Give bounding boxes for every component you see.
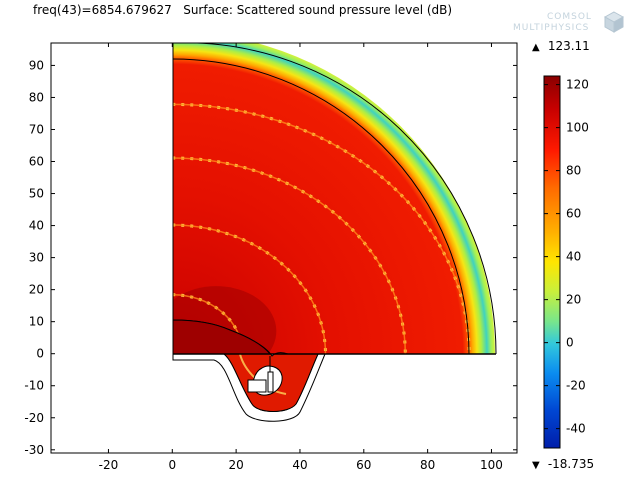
plot-area xyxy=(172,43,497,422)
scatterer-dark-core xyxy=(172,319,272,355)
cavity-inner-box xyxy=(247,379,267,393)
y-tick-label: -10 xyxy=(24,379,44,393)
colorbar-tick-label: -40 xyxy=(566,422,586,436)
logo-line-1: COMSOL xyxy=(547,12,592,22)
colorbar-min-label: -18.735 xyxy=(547,457,595,471)
triangle-up-icon: ▲ xyxy=(532,42,540,53)
y-tick-label: 60 xyxy=(29,155,44,169)
colorbar-max: ▲ 123.11 xyxy=(532,39,590,53)
x-tick-label: 60 xyxy=(356,458,371,472)
y-tick-label: 20 xyxy=(29,283,44,297)
colorbar-tick-label: 120 xyxy=(566,78,589,92)
comsol-logo: COMSOL MULTIPHYSICS xyxy=(509,11,624,37)
triangle-down-icon: ▼ xyxy=(532,460,540,471)
x-tick-label: 80 xyxy=(420,458,435,472)
bright-ring-core xyxy=(173,224,327,354)
y-tick-label: 50 xyxy=(29,187,44,201)
colorbar-tick-label: 40 xyxy=(566,250,581,264)
colorbar-ticks: 120 100 80 60 40 20 0 -20 -40 xyxy=(544,78,589,436)
colorbar-min: ▼ -18.735 xyxy=(532,457,594,471)
colorbar-tick-label: 100 xyxy=(566,121,589,135)
x-tick-label: 0 xyxy=(168,458,176,472)
y-tick-label: 70 xyxy=(29,122,44,136)
x-tick-label: 40 xyxy=(292,458,307,472)
y-tick-label: 80 xyxy=(29,90,44,104)
y-tick-label: 0 xyxy=(36,347,44,361)
y-tick-label: 40 xyxy=(29,219,44,233)
x-tick-label: 20 xyxy=(228,458,243,472)
colorbar-tick-label: 0 xyxy=(566,336,574,350)
y-axis: -30 -20 -10 0 10 20 30 40 50 60 70 80 90 xyxy=(24,58,517,457)
y-tick-label: 30 xyxy=(29,251,44,265)
colorbar-tick-label: 60 xyxy=(566,207,581,221)
colorbar-tick-label: 20 xyxy=(566,293,581,307)
x-tick-label: 100 xyxy=(480,458,503,472)
computational-domain xyxy=(173,43,495,354)
colorbar-tick-label: -20 xyxy=(566,379,586,393)
colorbar-tick-label: 80 xyxy=(566,164,581,178)
bright-ring-core xyxy=(173,103,470,354)
frequency-label: freq(43)=6854.679627 xyxy=(33,3,172,17)
x-axis: -20 0 20 40 60 80 100 xyxy=(99,43,503,472)
logo-line-2: MULTIPHYSICS xyxy=(513,23,590,33)
y-tick-label: -20 xyxy=(24,411,44,425)
colorbar-max-label: 123.11 xyxy=(547,39,590,53)
y-tick-label: 90 xyxy=(29,58,44,72)
y-tick-label: -30 xyxy=(24,443,44,457)
colorbar-gradient xyxy=(543,75,561,449)
bright-ring-core xyxy=(173,157,407,354)
plot-frame xyxy=(50,42,518,454)
surface-label: Surface: Scattered sound pressure level … xyxy=(183,3,453,17)
x-tick-label: -20 xyxy=(99,458,119,472)
plot-title: freq(43)=6854.679627 Surface: Scattered … xyxy=(33,3,452,17)
outer-boundary-arc xyxy=(173,43,497,355)
comsol-cube-icon xyxy=(604,11,624,33)
domain-boundary-arc xyxy=(172,58,470,355)
y-tick-label: 10 xyxy=(29,315,44,329)
interference-rings xyxy=(173,102,471,354)
